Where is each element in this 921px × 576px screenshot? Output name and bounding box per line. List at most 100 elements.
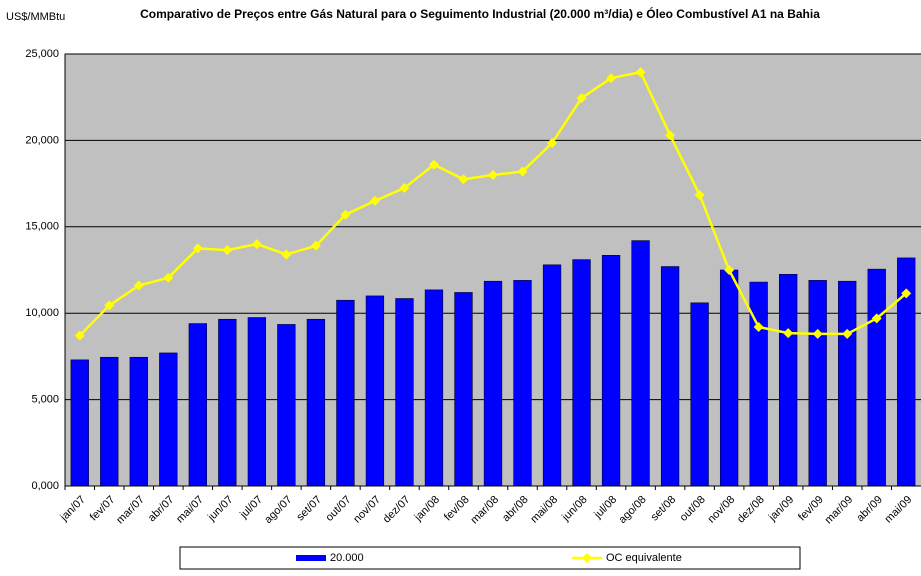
x-tick-label: abr/08 xyxy=(500,494,531,525)
x-tick-label: nov/08 xyxy=(705,494,737,526)
bar xyxy=(601,255,621,487)
bar xyxy=(719,269,739,487)
bar xyxy=(690,302,709,487)
bar xyxy=(188,323,207,487)
x-tick-label: dez/07 xyxy=(381,494,413,526)
marker xyxy=(192,243,203,254)
x-tick-label: jan/09 xyxy=(766,494,796,524)
legend-swatch xyxy=(296,555,326,561)
marker xyxy=(458,174,469,185)
marker xyxy=(74,330,85,341)
x-tick-label: jan/08 xyxy=(412,494,442,524)
y-tick-label: 25,000 xyxy=(25,48,59,60)
x-tick-label: mai/08 xyxy=(528,494,560,526)
marker xyxy=(576,93,587,104)
marker xyxy=(222,245,233,256)
bar xyxy=(336,299,355,487)
marker xyxy=(369,195,380,206)
bar xyxy=(424,289,444,487)
marker xyxy=(724,265,735,275)
x-tick-label: jul/07 xyxy=(237,494,265,522)
y-axis-label: US$/MMBtu xyxy=(6,11,66,23)
x-tick-label: ago/07 xyxy=(262,494,294,526)
legend-label: OC equivalente xyxy=(606,552,682,564)
marker xyxy=(547,137,558,148)
marker xyxy=(310,240,321,251)
marker xyxy=(104,300,115,311)
marker xyxy=(281,249,292,260)
x-tick-label: mar/09 xyxy=(823,494,856,527)
marker xyxy=(163,272,174,283)
bar xyxy=(159,352,178,487)
x-tick-label: nov/07 xyxy=(351,494,383,526)
x-tick-label: mai/09 xyxy=(883,494,915,526)
marker xyxy=(517,166,528,177)
marker xyxy=(251,239,262,250)
marker xyxy=(753,322,764,333)
x-tick-label: out/08 xyxy=(678,494,708,524)
marker xyxy=(694,189,705,200)
marker xyxy=(665,130,676,141)
bar xyxy=(808,280,827,487)
chart-title: Comparativo de Preços entre Gás Natural … xyxy=(140,7,820,21)
bar xyxy=(454,292,473,487)
x-tick-label: ago/08 xyxy=(616,494,648,526)
x-tick-label: mai/07 xyxy=(174,494,206,526)
marker xyxy=(635,67,646,78)
marker xyxy=(428,159,439,170)
x-tick-label: mar/08 xyxy=(468,494,501,527)
bar xyxy=(631,240,650,487)
x-tick-label: fev/08 xyxy=(442,494,472,524)
bar xyxy=(542,264,562,487)
bar xyxy=(129,356,148,487)
bar xyxy=(572,259,591,487)
x-tick-label: jun/08 xyxy=(559,494,589,524)
bar xyxy=(779,274,798,487)
y-tick-label: 5,000 xyxy=(31,394,59,406)
marker xyxy=(399,182,410,193)
bar xyxy=(513,280,532,487)
x-tick-label: fev/09 xyxy=(796,494,826,524)
x-tick-label: jul/08 xyxy=(591,494,619,522)
x-tick-label: fev/07 xyxy=(88,494,118,524)
x-tick-label: jun/07 xyxy=(205,494,235,524)
bar xyxy=(306,318,326,487)
legend xyxy=(179,546,801,570)
x-tick-label: dez/08 xyxy=(735,494,767,526)
bar xyxy=(365,295,385,487)
x-tick-label: out/07 xyxy=(323,494,353,524)
x-tick-label: jan/07 xyxy=(58,494,88,524)
marker xyxy=(340,209,351,220)
bar xyxy=(277,324,296,487)
legend-marker xyxy=(582,553,592,563)
x-tick-label: set/08 xyxy=(649,494,679,524)
marker xyxy=(783,328,794,339)
x-tick-label: abr/09 xyxy=(854,494,885,525)
y-tick-label: 0,000 xyxy=(31,480,59,492)
marker xyxy=(842,328,853,339)
bar xyxy=(660,266,680,487)
bar xyxy=(218,318,237,487)
bar xyxy=(483,280,503,487)
marker xyxy=(606,73,617,84)
x-tick-label: mar/07 xyxy=(114,494,147,527)
x-tick-label: set/07 xyxy=(294,494,324,524)
y-tick-label: 20,000 xyxy=(25,134,59,146)
marker xyxy=(901,288,912,299)
bar xyxy=(70,359,89,487)
bar xyxy=(867,268,886,487)
y-tick-label: 10,000 xyxy=(25,307,59,319)
marker xyxy=(812,328,823,339)
marker xyxy=(871,313,882,324)
bar xyxy=(838,280,857,487)
marker xyxy=(133,280,144,291)
bar xyxy=(100,356,119,487)
legend-label: 20.000 xyxy=(330,552,364,564)
y-tick-label: 15,000 xyxy=(25,221,59,233)
bar xyxy=(395,298,414,487)
x-tick-label: abr/07 xyxy=(146,494,177,525)
marker xyxy=(488,169,498,180)
bar xyxy=(247,317,267,487)
